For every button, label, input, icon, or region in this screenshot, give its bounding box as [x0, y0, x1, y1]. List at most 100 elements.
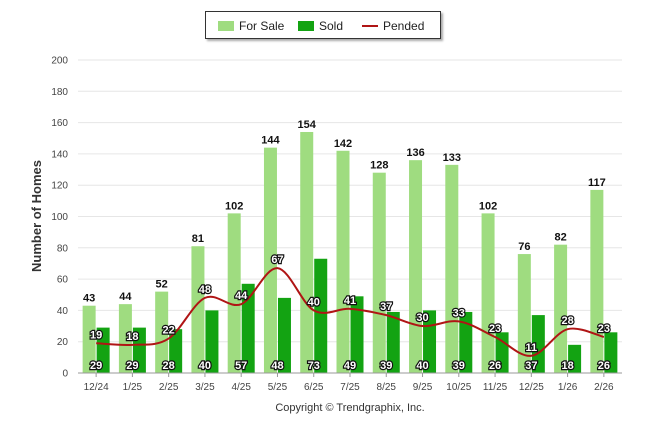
- label-for-sale: 44: [119, 291, 132, 303]
- bar-for-sale[interactable]: [155, 291, 169, 373]
- x-tick-label: 1/25: [123, 382, 143, 393]
- x-tick-label: 5/25: [268, 382, 288, 393]
- gridlines: [78, 59, 622, 374]
- label-pended: 67: [271, 254, 283, 266]
- bar-sold[interactable]: [314, 258, 328, 373]
- label-pended: 48: [199, 284, 211, 296]
- label-pended: 11: [526, 342, 538, 354]
- x-tick-label: 3/25: [195, 382, 215, 393]
- bar-for-sale[interactable]: [118, 304, 132, 373]
- y-tick-label: 20: [57, 337, 69, 348]
- y-tick-label: 80: [57, 243, 69, 254]
- label-sold: 39: [453, 360, 465, 372]
- label-sold: 37: [525, 360, 537, 372]
- copyright: Copyright © Trendgraphix, Inc.: [275, 402, 425, 414]
- bar-for-sale[interactable]: [372, 172, 386, 373]
- pended-series-line[interactable]: [96, 267, 605, 357]
- bar-sold[interactable]: [132, 327, 146, 373]
- bar-for-sale[interactable]: [554, 244, 568, 373]
- y-tick-label: 60: [57, 275, 69, 286]
- label-pended: 41: [344, 295, 356, 307]
- y-tick-label: 160: [51, 118, 68, 129]
- x-axis: 12/24 1/25 2/25 3/25 4/25 5/25 6/25 7/25 8/25 9/2…: [78, 372, 622, 393]
- pended-swatch: [362, 25, 378, 27]
- bar-sold[interactable]: [277, 297, 291, 373]
- label-for-sale: 128: [370, 160, 388, 172]
- label-for-sale: 142: [334, 138, 352, 150]
- bar-for-sale[interactable]: [82, 305, 96, 373]
- label-pended: 22: [163, 325, 175, 337]
- label-for-sale: 117: [588, 177, 606, 189]
- bar-for-sale[interactable]: [590, 189, 604, 373]
- label-pended: 23: [598, 323, 610, 335]
- y-axis: 0 20 40 60 80 100 120 140 160 180 200: [51, 56, 68, 380]
- x-tick-label: 4/25: [231, 382, 251, 393]
- legend-label-for-sale: For Sale: [239, 19, 285, 33]
- label-sold: 40: [199, 360, 211, 372]
- bar-sold[interactable]: [386, 311, 400, 373]
- x-tick-label: 1/26: [558, 382, 578, 393]
- legend-item-pended[interactable]: Pended: [362, 19, 424, 33]
- label-for-sale: 154: [298, 119, 317, 131]
- label-pended: 18: [126, 331, 138, 343]
- y-tick-label: 100: [51, 212, 68, 223]
- label-pended: 40: [308, 296, 320, 308]
- bar-for-sale[interactable]: [517, 254, 531, 373]
- x-tick-label: 2/25: [159, 382, 179, 393]
- label-for-sale: 52: [156, 279, 168, 291]
- bar-sold[interactable]: [241, 283, 255, 373]
- x-tick-label: 6/25: [304, 382, 324, 393]
- y-tick-label: 120: [51, 181, 68, 192]
- bar-sold[interactable]: [568, 344, 582, 373]
- bar-for-sale[interactable]: [263, 147, 277, 373]
- bar-for-sale[interactable]: [191, 246, 205, 373]
- label-sold: 39: [380, 360, 392, 372]
- x-tick-label: 12/24: [84, 382, 109, 393]
- bar-sold[interactable]: [459, 311, 473, 373]
- label-sold: 26: [489, 360, 501, 372]
- label-sold: 29: [90, 360, 102, 372]
- label-pended: 23: [489, 323, 501, 335]
- bar-for-sale[interactable]: [300, 131, 314, 373]
- bar-sold[interactable]: [96, 327, 110, 373]
- sold-swatch: [298, 21, 314, 31]
- label-for-sale: 133: [443, 152, 461, 164]
- legend-item-for-sale[interactable]: For Sale: [218, 19, 284, 33]
- bar-for-sale[interactable]: [336, 150, 350, 373]
- bar-sold[interactable]: [205, 310, 219, 373]
- label-pended: 37: [380, 301, 392, 313]
- y-axis-title: Number of Homes: [29, 160, 44, 272]
- label-pended: 33: [453, 307, 465, 319]
- label-sold: 73: [308, 360, 320, 372]
- label-pended: 30: [416, 312, 428, 324]
- bar-for-sale[interactable]: [227, 213, 241, 373]
- bar-for-sale[interactable]: [481, 213, 495, 373]
- x-tick-label: 8/25: [377, 382, 397, 393]
- bar-sold[interactable]: [604, 332, 618, 373]
- label-sold: 57: [235, 360, 247, 372]
- bar-sold[interactable]: [531, 315, 545, 373]
- label-for-sale: 144: [261, 135, 280, 147]
- y-tick-label: 40: [57, 306, 69, 317]
- label-for-sale: 76: [518, 241, 530, 253]
- bar-sold[interactable]: [169, 329, 183, 373]
- bars: [82, 131, 618, 373]
- x-tick-label: 9/25: [413, 382, 433, 393]
- legend-label-pended: Pended: [383, 19, 425, 33]
- label-sold: 28: [163, 360, 175, 372]
- label-pended: 28: [561, 315, 573, 327]
- legend-label-sold: Sold: [319, 19, 344, 33]
- label-pended: 19: [90, 329, 102, 341]
- bar-sold[interactable]: [350, 296, 364, 373]
- bar-for-sale[interactable]: [409, 160, 423, 373]
- x-tick-label: 12/25: [519, 382, 544, 393]
- y-tick-label: 140: [51, 149, 68, 160]
- label-for-sale: 43: [83, 293, 95, 305]
- label-for-sale: 81: [192, 233, 204, 245]
- label-sold: 48: [271, 360, 283, 372]
- bar-for-sale[interactable]: [445, 164, 459, 373]
- y-tick-label: 200: [51, 56, 68, 67]
- x-tick-label: 10/25: [446, 382, 471, 393]
- legend-item-sold[interactable]: Sold: [298, 19, 343, 33]
